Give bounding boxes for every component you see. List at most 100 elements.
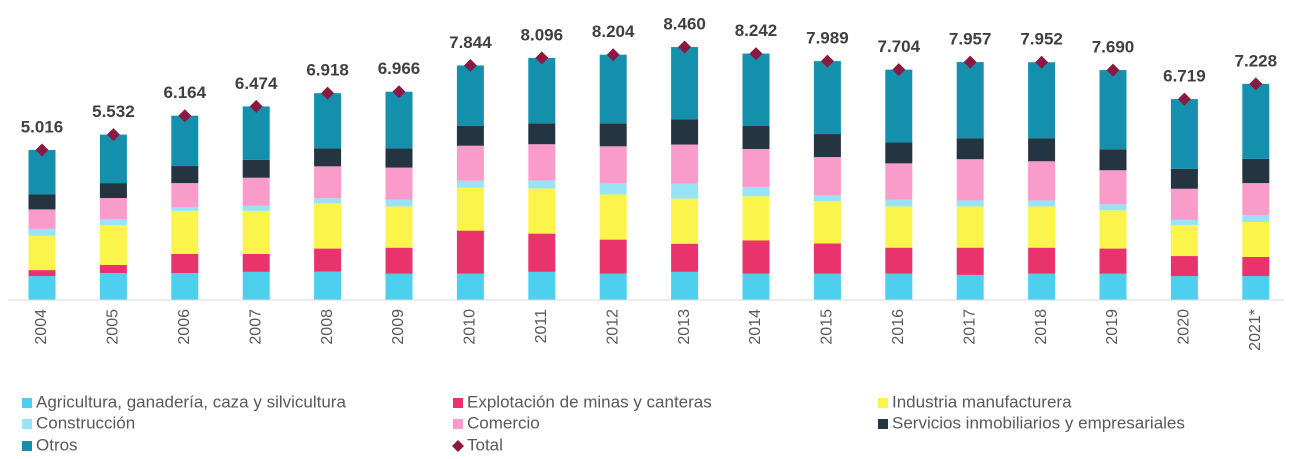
bar-segment xyxy=(1028,247,1056,274)
x-tick-label: 2012 xyxy=(604,309,621,345)
bar-segment xyxy=(671,47,699,120)
bar-segment xyxy=(385,206,413,248)
total-label: 7.952 xyxy=(1020,30,1063,49)
bar-segment xyxy=(99,134,127,184)
bar-segment xyxy=(1170,276,1198,300)
bar-segment xyxy=(456,230,484,274)
bar-segment xyxy=(1242,221,1270,257)
bar-segment xyxy=(242,271,270,300)
x-tick-label: 2008 xyxy=(319,309,336,345)
total-label: 6.966 xyxy=(378,59,421,78)
total-label: 7.957 xyxy=(949,30,992,49)
bar-segment xyxy=(1028,200,1056,207)
bar-segment xyxy=(1242,256,1270,277)
bar-segment xyxy=(1099,204,1127,211)
total-marker xyxy=(749,47,763,61)
bar-segment xyxy=(171,166,199,184)
x-tick-label: 2010 xyxy=(462,309,479,345)
bar-segment xyxy=(314,248,342,272)
bar-segment xyxy=(956,206,984,248)
bar-segment xyxy=(1170,224,1198,257)
total-label: 6.164 xyxy=(164,83,207,102)
legend-label: Otros xyxy=(36,435,78,454)
legend-label: Construcción xyxy=(36,413,135,432)
bar-segment xyxy=(1170,188,1198,220)
total-marker xyxy=(35,143,49,157)
bar-segment xyxy=(314,203,342,249)
bar-segment xyxy=(671,144,699,184)
bar-segment xyxy=(314,148,342,167)
total-marker xyxy=(249,99,263,113)
bar-segment xyxy=(1170,219,1198,225)
bar-segment xyxy=(956,62,984,139)
bar-segment xyxy=(171,273,199,300)
bar-segment xyxy=(1242,158,1270,184)
total-label: 7.989 xyxy=(806,29,849,48)
bar-segment xyxy=(1099,273,1127,300)
bar-segment xyxy=(242,177,270,206)
bar-segment xyxy=(742,187,770,197)
bar-segment xyxy=(456,180,484,188)
bar-segment xyxy=(28,194,56,210)
total-marker xyxy=(106,128,120,142)
bar-segment xyxy=(1028,62,1056,139)
bar-segment xyxy=(1028,206,1056,248)
bar-segment xyxy=(885,69,913,143)
bar-segment xyxy=(456,125,484,146)
bar-segment xyxy=(242,253,270,272)
total-label: 8.242 xyxy=(735,21,778,40)
x-tick-label: 2016 xyxy=(890,309,907,345)
bar-segment xyxy=(99,218,127,225)
bar-segment xyxy=(1242,215,1270,222)
bar-segment xyxy=(528,123,556,145)
bar-segment xyxy=(171,183,199,208)
total-marker xyxy=(892,63,906,77)
total-marker xyxy=(321,86,335,100)
bar-segment xyxy=(599,194,627,240)
bar-segment xyxy=(385,273,413,300)
bar-segment xyxy=(885,273,913,300)
bar-segment xyxy=(599,183,627,195)
bar-segment xyxy=(956,159,984,201)
bar-segment xyxy=(1170,168,1198,189)
bar-segment xyxy=(99,273,127,300)
bar-segment xyxy=(385,148,413,168)
x-tick-label: 2020 xyxy=(1176,309,1193,345)
bar-segment xyxy=(742,240,770,274)
x-tick-label: 2005 xyxy=(105,309,122,345)
bar-segment xyxy=(528,57,556,124)
total-label: 7.690 xyxy=(1092,38,1135,57)
bar-segment xyxy=(99,183,127,199)
bar-segment xyxy=(1028,273,1056,300)
bar-segment xyxy=(813,157,841,196)
total-marker xyxy=(178,109,192,123)
bar-segment xyxy=(28,276,56,300)
bar-segment xyxy=(28,235,56,271)
bar-segment xyxy=(314,166,342,199)
bar-segment xyxy=(813,201,841,244)
legend-label: Explotación de minas y canteras xyxy=(467,392,712,411)
bar-segment xyxy=(385,199,413,207)
bar-segment xyxy=(1099,210,1127,249)
bar-segment xyxy=(813,273,841,300)
bar-segment xyxy=(456,187,484,231)
total-label: 8.460 xyxy=(663,15,706,34)
x-tick-label: 2013 xyxy=(676,309,693,345)
total-label: 8.096 xyxy=(521,25,564,44)
bar-segment xyxy=(1028,161,1056,201)
bar-segment xyxy=(99,265,127,274)
total-label: 5.532 xyxy=(92,102,135,121)
total-marker xyxy=(1177,92,1191,106)
legend-swatch xyxy=(453,419,463,429)
legend-swatch xyxy=(452,440,464,452)
bar-segment xyxy=(1170,256,1198,277)
legend-label: Industria manufacturera xyxy=(892,392,1072,411)
legend-swatch xyxy=(22,398,32,408)
bar-segment xyxy=(242,210,270,254)
bar-segment xyxy=(385,91,413,149)
legend-swatch xyxy=(453,398,463,408)
x-tick-label: 2011 xyxy=(533,309,550,344)
bar-segment xyxy=(28,150,56,195)
bar-segment xyxy=(385,247,413,274)
bar-segment xyxy=(813,195,841,202)
